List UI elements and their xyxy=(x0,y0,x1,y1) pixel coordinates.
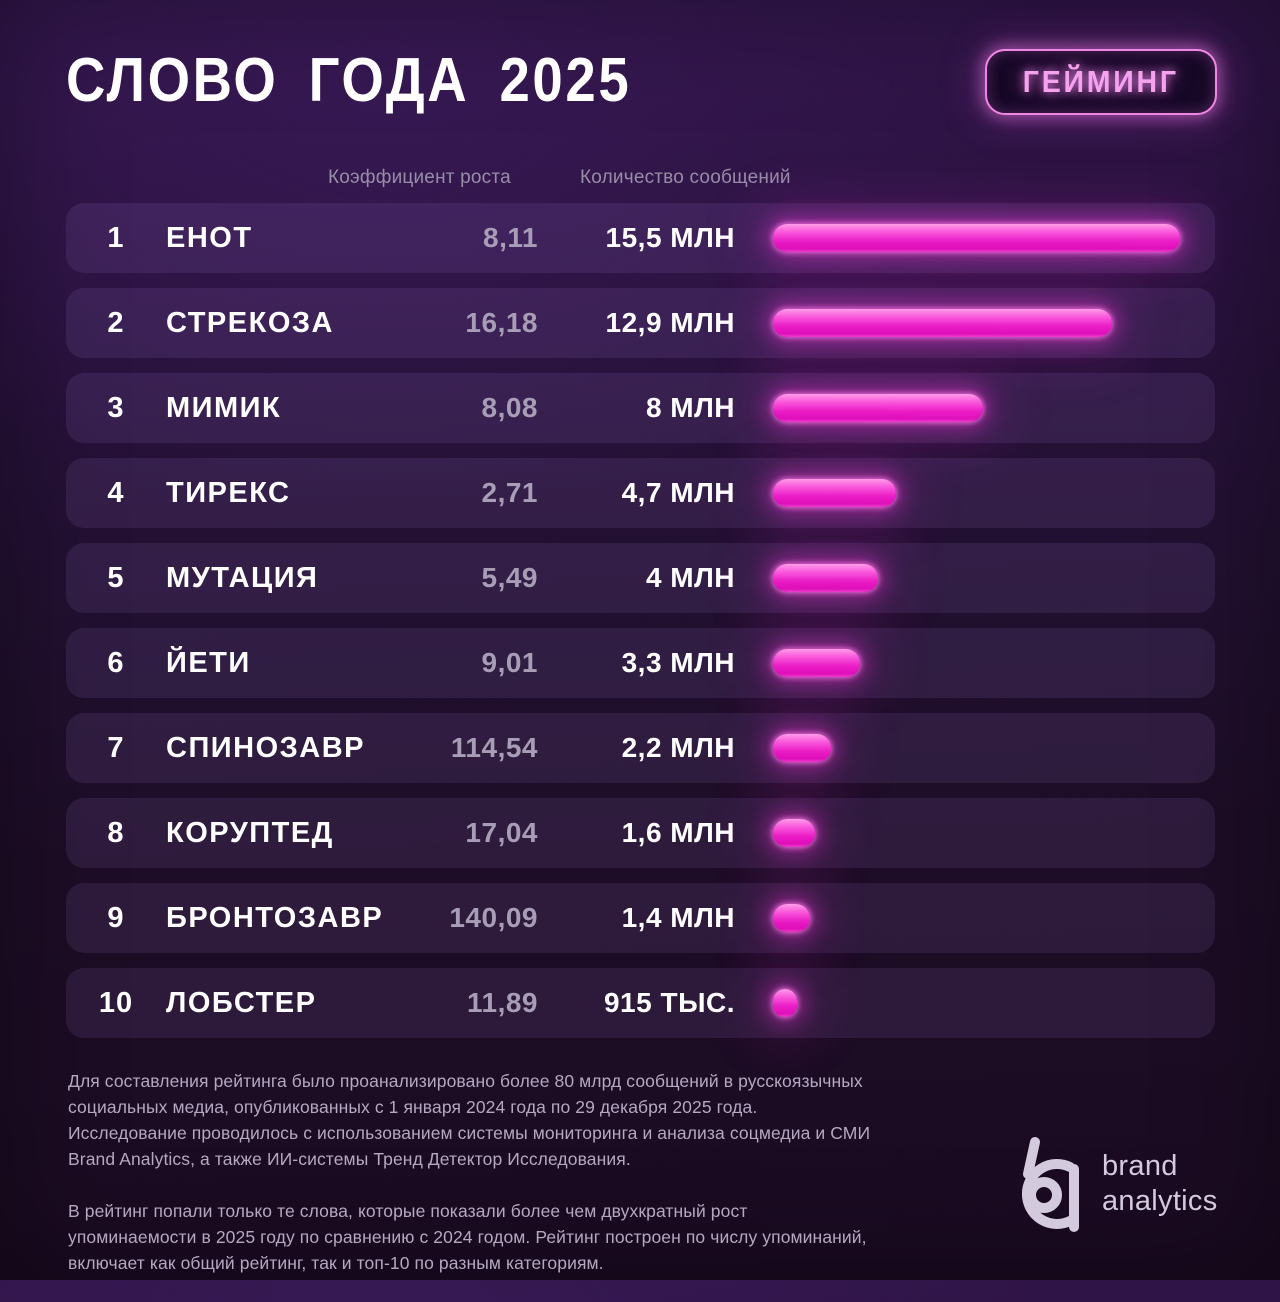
bar-track xyxy=(773,564,1180,592)
bar-track xyxy=(773,309,1180,337)
bar-cell xyxy=(735,224,1215,252)
rank-number: 4 xyxy=(107,476,125,509)
column-header-messages: Количество сообщений xyxy=(580,167,791,188)
message-count-bar xyxy=(773,224,1180,252)
ranking-table: 1 ЕНОТ 8,11 15,5 млн 2 СТРЕКОЗА 16,18 12… xyxy=(66,203,1215,1038)
message-count: 12,9 млн xyxy=(605,307,735,338)
message-count: 915 тыс. xyxy=(603,987,735,1018)
bar-track xyxy=(773,734,1180,762)
word-label: БРОНТОЗАВР xyxy=(166,901,384,934)
bar-cell xyxy=(735,394,1215,422)
word-label: МИМИК xyxy=(166,391,282,424)
page-title: СЛОВО ГОДА 2025 xyxy=(66,46,632,115)
table-row: 2 СТРЕКОЗА 16,18 12,9 млн xyxy=(66,288,1215,358)
column-header-growth: Коэффициент роста xyxy=(328,167,511,188)
message-count-bar xyxy=(773,734,831,762)
rank-number: 8 xyxy=(107,816,125,849)
bar-cell xyxy=(735,904,1215,932)
growth-coefficient: 17,04 xyxy=(465,817,538,848)
category-badge-label: ГЕЙМИНГ xyxy=(1022,64,1180,99)
message-count: 3,3 млн xyxy=(621,647,735,678)
rank-number: 7 xyxy=(107,731,125,764)
message-count-bar xyxy=(773,649,860,677)
word-label: ЕНОТ xyxy=(166,221,253,254)
bar-cell xyxy=(735,309,1215,337)
growth-coefficient: 2,71 xyxy=(481,477,538,508)
brand-analytics-logo-icon xyxy=(1022,1137,1079,1232)
word-label: ТИРЕКС xyxy=(166,476,291,509)
logo-text-line2: analytics xyxy=(1102,1185,1218,1217)
bar-cell xyxy=(735,989,1215,1017)
bar-track xyxy=(773,649,1180,677)
message-count: 8 млн xyxy=(645,392,735,423)
rank-number: 3 xyxy=(107,391,125,424)
message-count: 4 млн xyxy=(645,562,735,593)
logo-text-line1: brand xyxy=(1102,1150,1178,1182)
bar-track xyxy=(773,394,1180,422)
growth-coefficient: 5,49 xyxy=(481,562,538,593)
message-count-bar xyxy=(773,904,810,932)
message-count-bar xyxy=(773,479,897,507)
word-label: МУТАЦИЯ xyxy=(166,561,319,594)
bar-cell xyxy=(735,479,1215,507)
table-row: 10 ЛОБСТЕР 11,89 915 тыс. xyxy=(66,968,1215,1038)
bar-track xyxy=(773,479,1180,507)
bar-track xyxy=(773,224,1180,252)
growth-coefficient: 16,18 xyxy=(465,307,538,338)
table-row: 4 ТИРЕКС 2,71 4,7 млн xyxy=(66,458,1215,528)
message-count-bar xyxy=(773,394,984,422)
category-badge: ГЕЙМИНГ xyxy=(985,49,1217,115)
message-count-bar xyxy=(773,564,879,592)
message-count-bar xyxy=(773,989,798,1017)
column-headers: Коэффициент роста Количество сообщений xyxy=(68,167,1215,193)
growth-coefficient: 8,08 xyxy=(481,392,538,423)
table-row: 3 МИМИК 8,08 8 млн xyxy=(66,373,1215,443)
footnote-paragraph-2: В рейтинг попали только те слова, которы… xyxy=(68,1201,867,1273)
message-count: 4,7 млн xyxy=(621,477,735,508)
word-label: ЛОБСТЕР xyxy=(166,986,317,1019)
growth-coefficient: 140,09 xyxy=(449,902,538,933)
brand-analytics-logo-text: brand analytics xyxy=(1102,1149,1218,1219)
table-row: 7 СПИНОЗАВР 114,54 2,2 млн xyxy=(66,713,1215,783)
message-count: 1,4 млн xyxy=(621,902,735,933)
word-label: КОРУПТЕД xyxy=(166,816,334,849)
bar-cell xyxy=(735,819,1215,847)
table-row: 6 ЙЕТИ 9,01 3,3 млн xyxy=(66,628,1215,698)
bar-track xyxy=(773,904,1180,932)
growth-coefficient: 114,54 xyxy=(450,732,538,763)
bar-cell xyxy=(735,564,1215,592)
footnote-paragraph-1: Для составления рейтинга было проанализи… xyxy=(68,1071,871,1169)
word-label: ЙЕТИ xyxy=(166,646,251,679)
bar-track xyxy=(773,819,1180,847)
table-row: 9 БРОНТОЗАВР 140,09 1,4 млн xyxy=(66,883,1215,953)
word-label: СПИНОЗАВР xyxy=(166,731,366,764)
message-count-bar xyxy=(773,309,1112,337)
growth-coefficient: 8,11 xyxy=(483,222,538,253)
rank-number: 2 xyxy=(107,306,125,339)
table-row: 5 МУТАЦИЯ 5,49 4 млн xyxy=(66,543,1215,613)
rank-number: 6 xyxy=(107,646,125,679)
bar-cell xyxy=(735,734,1215,762)
brand-analytics-logo: brand analytics xyxy=(1014,1136,1218,1232)
rank-number: 10 xyxy=(98,986,134,1019)
rank-number: 9 xyxy=(107,901,125,934)
table-row: 1 ЕНОТ 8,11 15,5 млн xyxy=(66,203,1215,273)
bar-track xyxy=(773,989,1180,1017)
message-count: 15,5 млн xyxy=(605,222,735,253)
footnotes: Для составления рейтинга было проанализи… xyxy=(68,1068,880,1302)
message-count: 2,2 млн xyxy=(621,732,735,763)
rank-number: 5 xyxy=(107,561,125,594)
growth-coefficient: 11,89 xyxy=(466,987,538,1018)
table-row: 8 КОРУПТЕД 17,04 1,6 млн xyxy=(66,798,1215,868)
message-count-bar xyxy=(773,819,815,847)
word-label: СТРЕКОЗА xyxy=(166,306,334,339)
message-count: 1,6 млн xyxy=(621,817,735,848)
growth-coefficient: 9,01 xyxy=(481,647,538,678)
bar-cell xyxy=(735,649,1215,677)
rank-number: 1 xyxy=(107,221,125,254)
